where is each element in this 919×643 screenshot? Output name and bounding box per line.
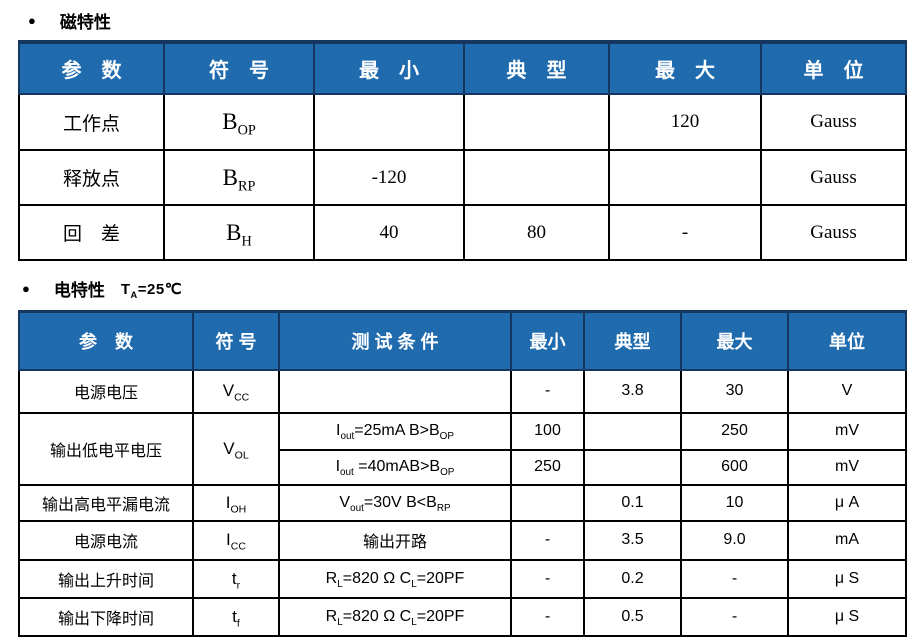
t2-row-vol-b-condition: Iout =40mAB>BOP — [278, 448, 512, 486]
t1-row1-symbol: BOP — [163, 93, 315, 151]
t2-row-vol-b-min: 250 — [510, 448, 585, 486]
t2-row-vol-a-unit: mV — [787, 411, 907, 451]
t1-header-max: 最 大 — [608, 40, 762, 95]
table-row: 工作点 BOP 120 Gauss — [18, 93, 907, 151]
t1-row3-unit: Gauss — [760, 204, 907, 261]
t2-header-symbol: 符 号 — [192, 310, 280, 371]
t1-row2-min: -120 — [313, 149, 465, 206]
t1-row3-typ: 80 — [463, 204, 610, 261]
table-row: 电源电流 ICC 输出开路 - 3.5 9.0 mA — [18, 519, 907, 561]
t2-row-tr-max: - — [680, 558, 789, 599]
t1-row3-symbol: BH — [163, 204, 315, 261]
t2-row-tr-unit: μ S — [787, 558, 907, 599]
table-row: 回 差 BH 40 80 - Gauss — [18, 204, 907, 261]
t1-header-row: 参 数 符 号 最 小 典 型 最 大 单 位 — [18, 40, 907, 95]
t2-row-ioh-min — [510, 483, 585, 522]
t1-row1-param: 工作点 — [18, 93, 165, 151]
t1-row2-param: 释放点 — [18, 149, 165, 206]
t2-row-icc-typ: 3.5 — [583, 519, 682, 561]
t2-row-tf-max: - — [680, 596, 789, 637]
t2-row-vol-a-condition: Iout=25mA B>BOP — [278, 411, 512, 451]
t1-header-param: 参 数 — [18, 40, 165, 95]
t1-header-min: 最 小 — [313, 40, 465, 95]
electrical-section-title: ● 电特性 TA=25℃ — [22, 276, 182, 301]
t2-row-vol-a-max: 250 — [680, 411, 789, 451]
t2-row-tr-param: 输出上升时间 — [18, 558, 194, 599]
table-row: 输出低电平电压 VOL Iout=25mA B>BOP 100 250 mV — [18, 411, 907, 486]
t2-row-icc-max: 9.0 — [680, 519, 789, 561]
magnetic-section-title-text: 磁特性 — [59, 13, 111, 32]
t2-row-ioh-typ: 0.1 — [583, 483, 682, 522]
t2-row-icc-unit: mA — [787, 519, 907, 561]
t1-header-typ: 典 型 — [463, 40, 610, 95]
t2-row-vol-a-min: 100 — [510, 411, 585, 451]
t2-row-tf-condition: RL=820 Ω CL=20PF — [278, 596, 512, 637]
t2-header-max: 最大 — [680, 310, 789, 371]
t2-row-ioh-param: 输出高电平漏电流 — [18, 483, 194, 522]
table-row: 电源电压 VCC - 3.8 30 V — [18, 368, 907, 414]
t1-row3-param: 回 差 — [18, 204, 165, 261]
table-row: 输出高电平漏电流 IOH Vout=30V B<BRP 0.1 10 μ A — [18, 483, 907, 522]
t1-row3-max: - — [608, 204, 762, 261]
ambient-temperature-note: TA=25℃ — [120, 280, 183, 300]
t2-row-vcc-param: 电源电压 — [18, 368, 194, 414]
t2-row-vcc-max: 30 — [680, 368, 789, 414]
t2-row-vcc-condition — [278, 368, 512, 414]
magnetic-section-title: ● 磁特性 — [28, 8, 111, 33]
t2-header-row: 参 数 符 号 测 试 条 件 最小 典型 最大 单位 — [18, 310, 907, 371]
t2-row-tr-symbol: tr — [192, 558, 280, 599]
t2-row-vol-b-unit: mV — [787, 448, 907, 486]
t2-row-ioh-condition: Vout=30V B<BRP — [278, 483, 512, 522]
t1-row1-unit: Gauss — [760, 93, 907, 151]
t2-row-ioh-symbol: IOH — [192, 483, 280, 522]
t1-row1-typ — [463, 93, 610, 151]
t1-header-unit: 单 位 — [760, 40, 907, 95]
table-row: Iout =40mAB>BOP 250 600 mV — [19, 448, 907, 486]
t2-row-tr-condition: RL=820 Ω CL=20PF — [278, 558, 512, 599]
t2-row-icc-min: - — [510, 519, 585, 561]
t2-row-vol-b-typ — [583, 448, 682, 486]
electrical-section-title-text: 电特性 — [53, 281, 105, 300]
t1-row2-max — [608, 149, 762, 206]
table-row: 输出下降时间 tf RL=820 Ω CL=20PF - 0.5 - μ S — [18, 596, 907, 637]
t2-row-tf-typ: 0.5 — [583, 596, 682, 637]
t2-row-vol-a-typ — [583, 411, 682, 451]
t1-row2-typ — [463, 149, 610, 206]
t2-row-icc-condition: 输出开路 — [278, 519, 512, 561]
t2-row-tf-param: 输出下降时间 — [18, 596, 194, 637]
t2-row-tf-symbol: tf — [192, 596, 280, 637]
magnetic-characteristics-table: 参 数 符 号 最 小 典 型 最 大 单 位 工作点 BOP 120 Gaus… — [18, 40, 907, 261]
t1-row3-min: 40 — [313, 204, 465, 261]
bullet-icon: ● — [22, 281, 30, 296]
t2-row-ioh-max: 10 — [680, 483, 789, 522]
electrical-characteristics-table: 参 数 符 号 测 试 条 件 最小 典型 最大 单位 电源电压 VCC - 3… — [18, 310, 907, 637]
t2-row-icc-symbol: ICC — [192, 519, 280, 561]
t2-row-vcc-unit: V — [787, 368, 907, 414]
t2-row-ioh-unit: μ A — [787, 483, 907, 522]
t2-row-tf-unit: μ S — [787, 596, 907, 637]
t1-row2-symbol: BRP — [163, 149, 315, 206]
t2-header-unit: 单位 — [787, 310, 907, 371]
t2-row-vol-b-max: 600 — [680, 448, 789, 486]
t1-row2-unit: Gauss — [760, 149, 907, 206]
t2-row-tf-min: - — [510, 596, 585, 637]
bullet-icon: ● — [28, 13, 36, 28]
t2-row-vol-param: 输出低电平电压 — [18, 411, 194, 486]
t2-header-param: 参 数 — [18, 310, 194, 371]
t2-row-vcc-symbol: VCC — [192, 368, 280, 414]
t2-row-tr-typ: 0.2 — [583, 558, 682, 599]
t1-row1-min — [313, 93, 465, 151]
t2-header-condition: 测 试 条 件 — [278, 310, 512, 371]
table-row: 输出上升时间 tr RL=820 Ω CL=20PF - 0.2 - μ S — [18, 558, 907, 599]
t2-header-typ: 典型 — [583, 310, 682, 371]
t1-row1-max: 120 — [608, 93, 762, 151]
t2-row-vcc-typ: 3.8 — [583, 368, 682, 414]
t2-row-tr-min: - — [510, 558, 585, 599]
t2-row-vol-symbol: VOL — [192, 411, 280, 486]
t1-header-symbol: 符 号 — [163, 40, 315, 95]
t2-row-icc-param: 电源电流 — [18, 519, 194, 561]
t2-row-vcc-min: - — [510, 368, 585, 414]
table-row: 释放点 BRP -120 Gauss — [18, 149, 907, 206]
t2-header-min: 最小 — [510, 310, 585, 371]
